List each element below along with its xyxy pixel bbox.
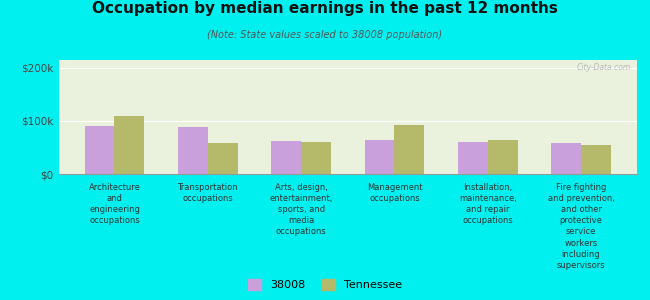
Text: Installation,
maintenance,
and repair
occupations: Installation, maintenance, and repair oc… [459, 183, 517, 225]
Text: Transportation
occupations: Transportation occupations [177, 183, 238, 203]
Text: Management
occupations: Management occupations [367, 183, 422, 203]
Text: Architecture
and
engineering
occupations: Architecture and engineering occupations [88, 183, 140, 225]
Text: Occupation by median earnings in the past 12 months: Occupation by median earnings in the pas… [92, 2, 558, 16]
Text: Arts, design,
entertainment,
sports, and
media
occupations: Arts, design, entertainment, sports, and… [269, 183, 333, 236]
Text: City-Data.com: City-Data.com [577, 63, 631, 72]
Legend: 38008, Tennessee: 38008, Tennessee [243, 274, 407, 294]
Bar [395, 125, 424, 174]
Bar [178, 127, 208, 174]
Bar [581, 145, 611, 174]
Bar [365, 140, 395, 174]
Bar [114, 116, 144, 174]
Bar [458, 142, 488, 174]
Text: Fire fighting
and prevention,
and other
protective
service
workers
including
sup: Fire fighting and prevention, and other … [547, 183, 614, 270]
Bar [551, 143, 581, 174]
Text: (Note: State values scaled to 38008 population): (Note: State values scaled to 38008 popu… [207, 30, 443, 40]
Bar [271, 141, 301, 174]
Bar [301, 142, 331, 174]
Bar [208, 143, 238, 174]
Bar [84, 126, 114, 174]
Bar [488, 140, 517, 174]
